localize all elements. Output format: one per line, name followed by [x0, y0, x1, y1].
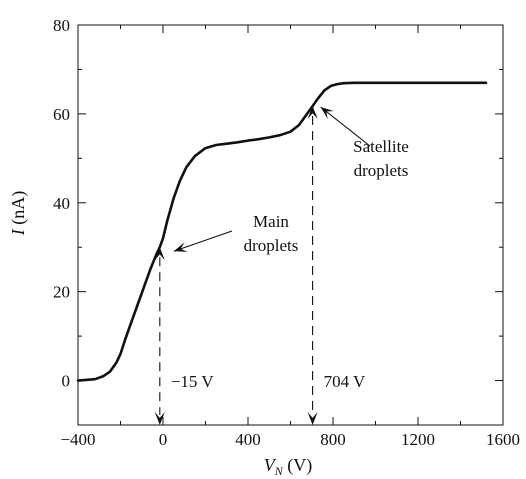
annotation-text: droplets	[244, 236, 299, 255]
y-tick-label: 60	[53, 105, 70, 124]
x-tick-label: 1200	[401, 430, 435, 449]
tick-labels: −400 0 400 800 1200 1600 0 20 40 60 80	[53, 16, 520, 449]
annotations: Main droplets Satellite droplets	[173, 106, 409, 255]
x-tick-label: 400	[235, 430, 261, 449]
y-axis-label: I (nA)	[8, 191, 29, 237]
voltage-markers: −15 V 704 V	[154, 106, 366, 425]
marker-arrow-down	[154, 412, 165, 425]
marker-arrow-up	[154, 247, 165, 261]
annotation-text: droplets	[354, 161, 409, 180]
marker-arrow-up	[307, 106, 318, 119]
y-tick-label: 40	[53, 194, 70, 213]
annotation-text: Main	[253, 212, 289, 231]
annotation-arrow-line	[173, 230, 233, 252]
annotation-arrow-line	[320, 106, 371, 147]
annotation-text: Satellite	[353, 137, 409, 156]
annotation-arrow-head	[173, 242, 188, 252]
plot-border	[77, 24, 504, 426]
y-tick-label: 80	[53, 16, 70, 35]
x-tick-label: −400	[60, 430, 95, 449]
y-tick-label: 0	[62, 372, 71, 391]
x-axis-label: VN (V)	[264, 455, 313, 478]
x-tick-label: 800	[320, 430, 346, 449]
x-tick-label: 1600	[486, 430, 520, 449]
current-curve	[76, 81, 488, 382]
y-tick-label: 20	[53, 283, 70, 302]
marker-arrow-down	[307, 412, 318, 425]
data-series	[76, 81, 488, 382]
marker-label: −15 V	[171, 372, 215, 391]
axis-ticks	[77, 24, 504, 426]
annotation-arrow-head	[320, 107, 334, 119]
marker-label: 704 V	[324, 372, 366, 391]
plot-frame	[77, 24, 504, 426]
x-tick-label: 0	[159, 430, 168, 449]
